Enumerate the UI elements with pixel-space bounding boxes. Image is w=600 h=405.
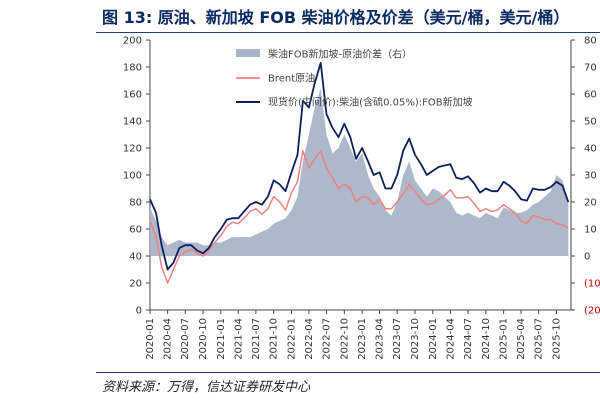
right-tick-label: 0 bbox=[584, 252, 590, 263]
title-rule bbox=[96, 32, 600, 33]
x-tick-label: 2022-04 bbox=[304, 318, 315, 360]
x-tick-label: 2022-10 bbox=[339, 318, 350, 360]
x-tick-label: 2023-10 bbox=[410, 318, 421, 360]
right-tick-label: 60 bbox=[584, 90, 597, 101]
x-tick-label: 2021-10 bbox=[269, 318, 280, 360]
spread-area-layer bbox=[150, 88, 569, 256]
right-tick-label: 70 bbox=[584, 63, 597, 74]
legend-label: 柴油FOB新加坡-原油价差（右） bbox=[268, 48, 412, 61]
left-tick-label: 120 bbox=[123, 144, 142, 155]
left-tick-label: 20 bbox=[129, 279, 142, 290]
spread-area bbox=[150, 88, 569, 256]
x-tick-label: 2025-07 bbox=[534, 318, 545, 360]
left-tick-label: 160 bbox=[123, 90, 142, 101]
chart: 0 20 40 60 80 100 120 140 160 180 200 (20) (10) 0 10 20… bbox=[123, 36, 600, 360]
source-note: 资料来源：万得，信达证券研发中心 bbox=[102, 380, 311, 395]
legend-label: 现货价(中间价):柴油(含硫0.05%):FOB新加坡 bbox=[268, 96, 473, 109]
x-tick-label: 2021-07 bbox=[251, 318, 262, 360]
price-lines-layer bbox=[149, 62, 570, 284]
x-tick-label: 2022-01 bbox=[286, 318, 297, 360]
x-tick-label: 2021-01 bbox=[216, 318, 227, 360]
right-tick-label: 50 bbox=[584, 117, 597, 128]
x-tick-label: 2025-10 bbox=[551, 318, 562, 360]
axes: 0 20 40 60 80 100 120 140 160 180 200 (20) (10) 0 10 20… bbox=[123, 36, 600, 360]
left-tick-label: 60 bbox=[129, 225, 142, 236]
right-tick-label: (20) bbox=[584, 306, 600, 317]
left-tick-label: 80 bbox=[129, 198, 142, 209]
x-tick-label: 2023-04 bbox=[375, 318, 386, 360]
x-tick-label: 2024-07 bbox=[463, 318, 474, 360]
x-tick-label: 2023-01 bbox=[357, 318, 368, 360]
right-tick-label: 40 bbox=[584, 144, 597, 155]
figure-title: 图 13: 原油、新加坡 FOB 柴油价格及价差（美元/桶，美元/桶） bbox=[102, 8, 570, 27]
right-tick-label: 20 bbox=[584, 198, 597, 209]
right-tick-label: 10 bbox=[584, 225, 597, 236]
legend-label: Brent原油 bbox=[268, 72, 315, 85]
x-tick-label: 2020-04 bbox=[163, 318, 174, 360]
x-tick-label: 2021-04 bbox=[233, 318, 244, 360]
diesel-fob-line bbox=[149, 62, 570, 271]
legend-swatch-spread bbox=[236, 49, 260, 57]
source-rule bbox=[96, 372, 600, 373]
left-tick-label: 200 bbox=[123, 36, 142, 47]
left-tick-label: 40 bbox=[129, 252, 142, 263]
x-tick-label: 2020-10 bbox=[198, 318, 209, 360]
left-tick-label: 140 bbox=[123, 117, 142, 128]
x-tick-label: 2025-04 bbox=[516, 318, 527, 360]
x-tick-label: 2022-07 bbox=[322, 318, 333, 360]
x-tick-label: 2020-01 bbox=[145, 318, 156, 360]
right-tick-label: 80 bbox=[584, 36, 597, 47]
x-tick-label: 2024-01 bbox=[428, 318, 439, 360]
right-tick-label: 30 bbox=[584, 171, 597, 182]
left-tick-label: 0 bbox=[136, 306, 142, 317]
x-tick-label: 2024-04 bbox=[445, 318, 456, 360]
left-tick-label: 180 bbox=[123, 63, 142, 74]
legend: 柴油FOB新加坡-原油价差（右） Brent原油现货价(中间价):柴油(含硫0.0… bbox=[236, 48, 473, 109]
x-tick-label: 2023-07 bbox=[392, 318, 403, 360]
x-tick-label: 2024-10 bbox=[481, 318, 492, 360]
x-tick-label: 2020-07 bbox=[180, 318, 191, 360]
x-tick-label: 2025-01 bbox=[499, 318, 510, 360]
right-tick-label: (10) bbox=[584, 279, 600, 290]
left-tick-label: 100 bbox=[123, 171, 142, 182]
brent-line bbox=[149, 149, 569, 284]
